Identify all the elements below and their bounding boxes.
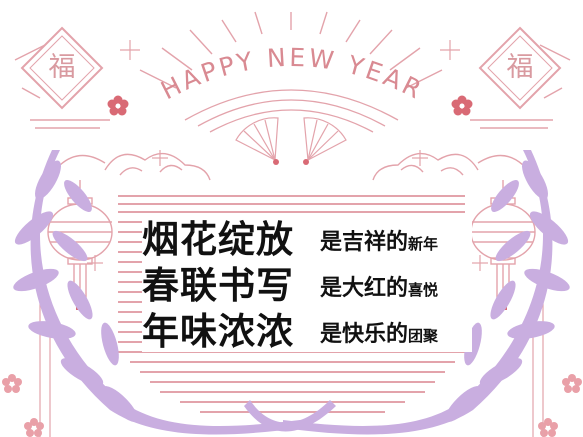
fu-char-left: 福	[48, 52, 76, 83]
fu-char-right: 福	[506, 52, 534, 83]
sunburst-lines-icon	[14, 11, 571, 129]
phrase-main-2: 春联书写	[142, 264, 294, 307]
fu-diamond-icon	[20, 26, 562, 110]
side-lines	[39, 300, 544, 437]
phrase-main-1: 烟花绽放	[142, 218, 294, 261]
greeting-textpath: HAPPY NEW YEAR	[156, 43, 425, 106]
arc-lines	[184, 89, 399, 133]
plum-blossom-icon	[2, 95, 582, 437]
phrase-main-3: 年味浓浓	[142, 310, 294, 353]
phrase-sub-1: 是吉祥的新年	[320, 228, 438, 258]
laurel-branch-icon	[13, 150, 570, 435]
phrase-sub-a-2: 是大红的	[320, 276, 409, 301]
phrase-sub-2: 是大红的喜悦	[320, 274, 438, 304]
greeting-text: HAPPY NEW YEAR	[156, 43, 428, 106]
auspicious-cloud-icon	[59, 152, 524, 181]
phrase-sub-b-3: 团聚	[408, 327, 439, 345]
phrase-row-3: 年味浓浓 是快乐的团聚	[142, 306, 472, 352]
folding-fan-icon	[235, 117, 347, 161]
phrase-row-1: 烟花绽放 是吉祥的新年	[142, 214, 472, 260]
phrase-sub-b-2: 喜悦	[408, 281, 439, 299]
phrase-sub-b-1: 新年	[408, 235, 439, 253]
phrase-sub-3: 是快乐的团聚	[320, 320, 438, 350]
phrase-sub-a-3: 是快乐的	[320, 322, 409, 347]
sparkle-icon	[87, 40, 488, 271]
phrase-row-2: 春联书写 是大红的喜悦	[142, 260, 472, 306]
phrase-sub-a-1: 是吉祥的	[320, 230, 409, 255]
